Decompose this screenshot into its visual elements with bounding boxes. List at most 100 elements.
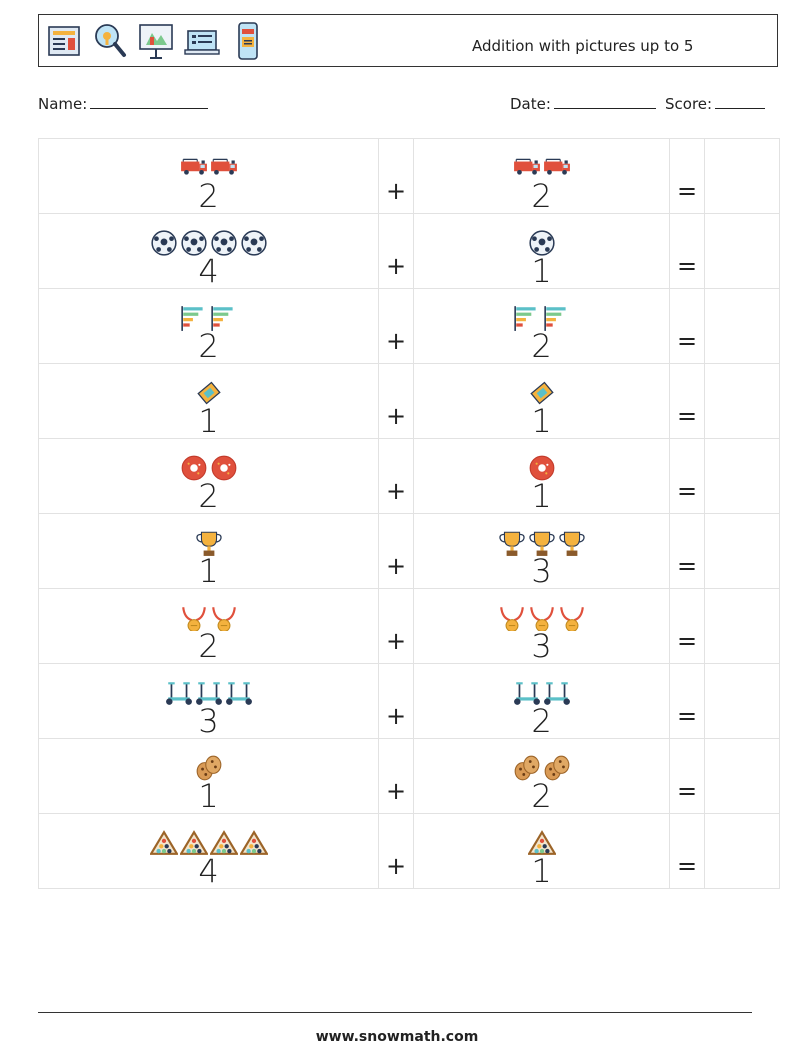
addition-table: 2 +2 = 4 +1 = 2 +2 = 1 +1 = 2 +1 = 1 +3 = 2 +3 = 3 +2 = 1 +2 = 4 +1 =	[38, 138, 780, 889]
addend-b-cell: 3	[413, 588, 670, 665]
addend-b-number: 2	[531, 177, 552, 215]
addend-a-number: 2	[198, 477, 219, 515]
smartphone-icon	[238, 22, 258, 60]
soccer-ball-icon	[150, 230, 177, 256]
header-icons	[45, 21, 267, 61]
problem-row: 2 +1 =	[38, 438, 780, 515]
plus-cell: +	[378, 363, 414, 439]
plus-sign: +	[385, 702, 407, 730]
plus-cell: +	[378, 813, 414, 889]
addend-a-cell: 2	[38, 138, 379, 215]
addend-a-cell: 1	[38, 363, 379, 440]
plus-cell: +	[378, 738, 414, 814]
name-field: Name:	[38, 94, 209, 113]
plus-cell: +	[378, 138, 414, 214]
equals-sign: =	[676, 552, 698, 580]
problem-row: 1 +2 =	[38, 738, 780, 815]
billiard-rack-icon	[149, 831, 178, 855]
equals-cell: =	[669, 138, 705, 214]
score-blank[interactable]	[715, 94, 766, 109]
addend-a-cell: 4	[38, 213, 379, 290]
equals-cell: =	[669, 363, 705, 439]
plus-sign: +	[385, 852, 407, 880]
equals-sign: =	[676, 252, 698, 280]
addend-b-cell: 2	[413, 288, 670, 365]
plus-sign: +	[385, 177, 407, 205]
equals-cell: =	[669, 588, 705, 664]
plus-cell: +	[378, 663, 414, 739]
addend-b-cell: 2	[413, 663, 670, 739]
laptop-icon	[184, 30, 220, 55]
addend-a-number: 1	[198, 552, 219, 590]
addend-b-number: 1	[531, 402, 552, 440]
answer-cell[interactable]	[704, 213, 780, 289]
date-blank[interactable]	[553, 94, 656, 109]
answer-cell[interactable]	[704, 738, 780, 814]
equals-sign: =	[676, 327, 698, 355]
addend-a-number: 1	[198, 777, 219, 815]
problem-row: 4 +1 =	[38, 213, 780, 290]
medal-icon	[499, 606, 524, 631]
addend-b-cell: 1	[413, 813, 670, 889]
plus-sign: +	[385, 402, 407, 430]
problem-row: 2 +2 =	[38, 288, 780, 365]
equals-cell: =	[669, 813, 705, 889]
addend-b-number: 3	[531, 552, 552, 590]
plus-sign: +	[385, 627, 407, 655]
equals-cell: =	[669, 663, 705, 739]
answer-cell[interactable]	[704, 588, 780, 664]
score-label: Score:	[665, 95, 713, 113]
plus-sign: +	[385, 777, 407, 805]
problem-row: 2 +2 =	[38, 138, 780, 215]
equals-sign: =	[676, 852, 698, 880]
worksheet-title: Addition with pictures up to 5	[472, 37, 694, 55]
problem-row: 1 +3 =	[38, 513, 780, 590]
worksheet-header: Addition with pictures up to 5	[38, 14, 778, 67]
name-blank[interactable]	[90, 94, 209, 109]
trophy-icon	[498, 531, 525, 556]
addend-a-number: 1	[198, 402, 219, 440]
plus-sign: +	[385, 327, 407, 355]
name-label: Name:	[38, 95, 88, 113]
addend-b-cell: 2	[413, 138, 670, 215]
newspaper-icon	[48, 26, 80, 56]
addend-a-cell: 1	[38, 513, 379, 590]
medal-icon	[559, 606, 584, 631]
addend-a-number: 2	[198, 327, 219, 365]
answer-cell[interactable]	[704, 438, 780, 514]
addend-a-number: 2	[198, 177, 219, 215]
problem-row: 4 +1 =	[38, 813, 780, 889]
presentation-board-icon	[139, 24, 173, 59]
equals-sign: =	[676, 477, 698, 505]
equals-cell: =	[669, 438, 705, 514]
answer-cell[interactable]	[704, 138, 780, 214]
problem-row: 3 +2 =	[38, 663, 780, 740]
equals-sign: =	[676, 627, 698, 655]
addend-b-number: 1	[531, 477, 552, 515]
answer-cell[interactable]	[704, 513, 780, 589]
addend-b-number: 2	[531, 777, 552, 815]
addend-a-number: 4	[198, 252, 219, 290]
answer-cell[interactable]	[704, 663, 780, 739]
plus-cell: +	[378, 213, 414, 289]
answer-cell[interactable]	[704, 813, 780, 889]
trophy-icon	[558, 531, 585, 556]
addend-b-number: 3	[531, 627, 552, 665]
answer-cell[interactable]	[704, 288, 780, 364]
addend-a-cell: 4	[38, 813, 379, 889]
addend-b-cell: 2	[413, 738, 670, 815]
addend-b-number: 2	[531, 327, 552, 365]
plus-sign: +	[385, 252, 407, 280]
addend-b-cell: 3	[413, 513, 670, 590]
addend-a-cell: 3	[38, 663, 379, 740]
hoverboard-icon	[164, 682, 193, 706]
plus-sign: +	[385, 477, 407, 505]
addend-a-cell: 2	[38, 288, 379, 365]
equals-sign: =	[676, 177, 698, 205]
plus-cell: +	[378, 438, 414, 514]
addend-a-number: 3	[198, 702, 219, 740]
problem-row: 2 +3 =	[38, 588, 780, 665]
answer-cell[interactable]	[704, 363, 780, 439]
magnifier-icon	[95, 24, 126, 57]
plus-cell: +	[378, 588, 414, 664]
